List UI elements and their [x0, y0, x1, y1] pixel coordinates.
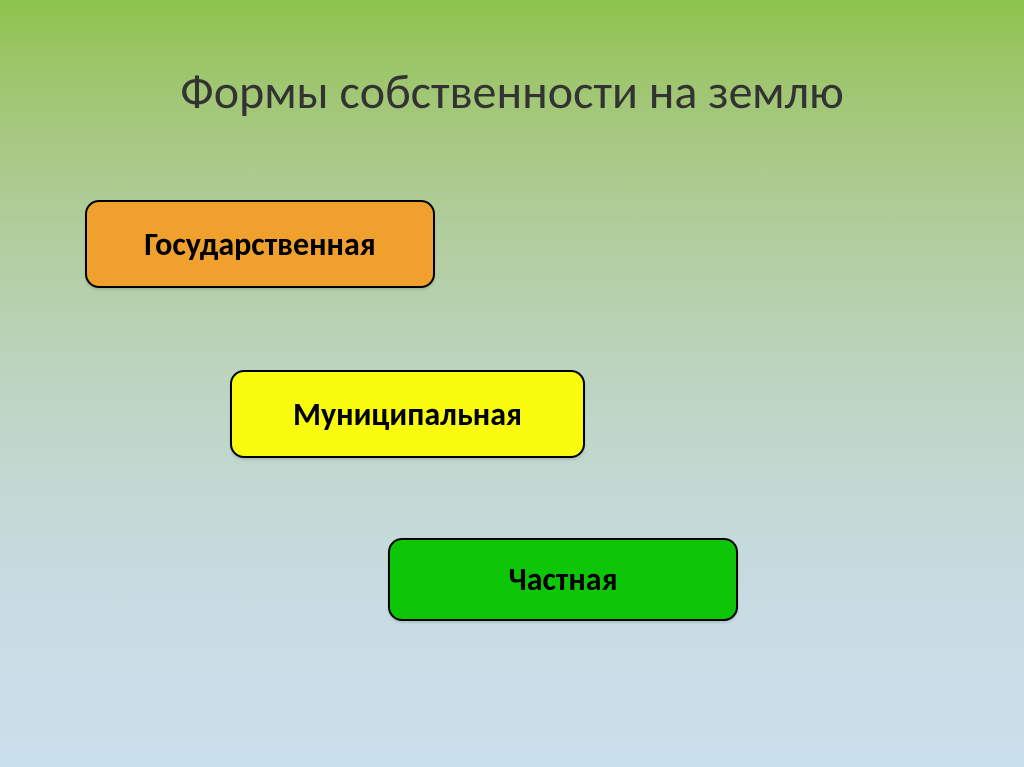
- box-private-ownership: Частная: [388, 538, 738, 621]
- box-label: Частная: [508, 560, 617, 599]
- box-state-ownership: Государственная: [85, 200, 435, 288]
- box-municipal-ownership: Муниципальная: [230, 370, 585, 458]
- box-label: Государственная: [144, 225, 375, 264]
- slide-title: Формы собственности на землю: [0, 62, 1024, 121]
- box-label: Муниципальная: [293, 395, 522, 434]
